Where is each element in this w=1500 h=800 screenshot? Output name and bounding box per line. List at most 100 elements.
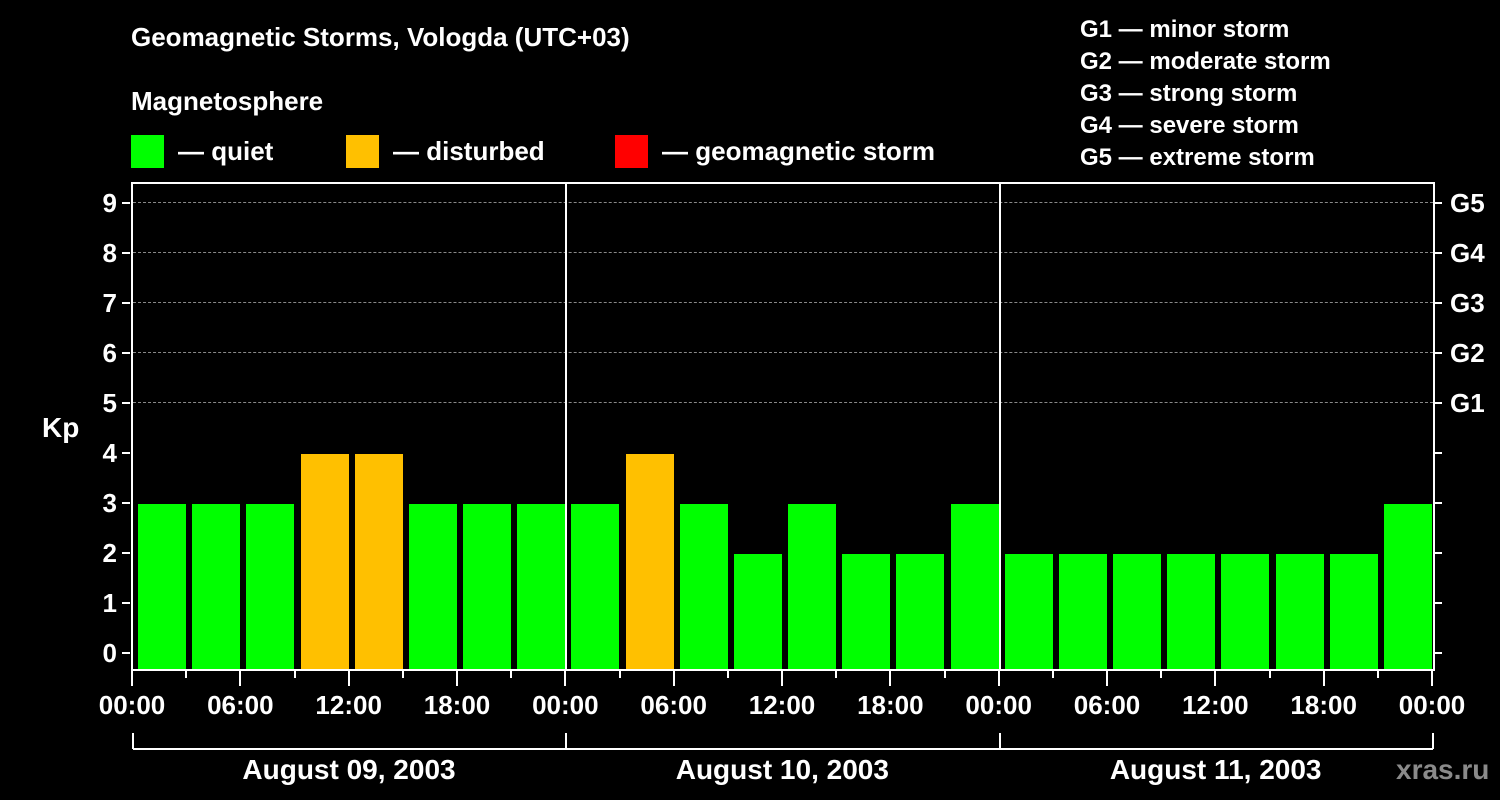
y-tick-label: 0 — [102, 638, 117, 668]
y-tick-right — [1434, 302, 1442, 304]
plot-area — [131, 182, 1435, 671]
g-scale-item: G5 — extreme storm — [1080, 144, 1315, 171]
x-tick — [131, 670, 133, 686]
kp-bar — [1221, 554, 1270, 669]
y-tick — [122, 502, 130, 504]
y-tick — [122, 352, 130, 354]
y-tick-label: 7 — [102, 288, 117, 318]
g-scale-item: G2 — moderate storm — [1080, 48, 1331, 75]
date-bracket-tick — [565, 733, 568, 749]
date-bracket — [133, 748, 1433, 750]
x-tick-label: 12:00 — [315, 690, 382, 720]
y-tick — [122, 652, 130, 654]
x-tick — [185, 670, 188, 678]
legend-label: — geomagnetic storm — [662, 135, 936, 166]
legend-label: — disturbed — [393, 135, 545, 166]
y-tick-right — [1434, 552, 1442, 554]
kp-bar — [896, 554, 945, 669]
y-tick-label: 6 — [102, 338, 117, 368]
x-tick-label: 00:00 — [532, 690, 599, 720]
y-axis-label: Kp — [42, 412, 80, 443]
kp-bar — [1004, 554, 1053, 669]
y-tick-label: 4 — [102, 438, 117, 468]
kp-bar — [1329, 554, 1378, 669]
date-label: August 11, 2003 — [1109, 754, 1322, 785]
x-tick-label: 12:00 — [1182, 690, 1249, 720]
kp-bar — [1058, 554, 1107, 669]
x-tick — [672, 670, 675, 686]
kp-bar — [300, 454, 349, 669]
y-tick-right — [1434, 202, 1442, 204]
x-tick — [456, 670, 458, 686]
g-scale-item: G4 — severe storm — [1080, 112, 1299, 139]
y-tick — [122, 302, 130, 304]
kp-bar — [571, 504, 620, 669]
x-tick — [1160, 670, 1163, 678]
x-tick-label: 00:00 — [1398, 690, 1466, 720]
y-tick-right — [1434, 602, 1442, 604]
x-tick — [1106, 670, 1108, 686]
kp-bar — [625, 454, 674, 669]
date-bracket-tick — [1432, 733, 1434, 749]
y-tick-right — [1434, 652, 1442, 654]
x-tick — [997, 670, 1000, 686]
y-tick — [122, 402, 130, 404]
g-level-label: G1 — [1450, 388, 1485, 418]
gridline — [133, 302, 1433, 303]
kp-bar — [354, 454, 403, 669]
x-tick — [1051, 670, 1054, 678]
x-tick — [1322, 670, 1325, 686]
kp-bar — [788, 504, 836, 669]
gridline — [133, 352, 1433, 353]
kp-bar — [1383, 504, 1432, 669]
x-tick — [889, 670, 892, 686]
g-level-label: G4 — [1450, 238, 1485, 268]
x-tick-label: 12:00 — [748, 690, 816, 720]
date-label: August 10, 2003 — [675, 754, 889, 785]
legend-storm: — geomagnetic storm — [615, 134, 935, 168]
day-separator — [565, 184, 568, 669]
kp-bar — [246, 504, 295, 669]
x-tick-label: 18:00 — [1290, 690, 1357, 720]
quiet-swatch — [131, 134, 164, 168]
x-tick — [1268, 670, 1271, 678]
x-tick — [401, 670, 404, 678]
y-tick-label: 2 — [102, 538, 117, 568]
kp-bar — [1275, 554, 1324, 669]
x-tick — [1431, 670, 1433, 686]
date-bracket-tick — [998, 733, 1001, 749]
y-tick-right — [1434, 352, 1442, 354]
y-tick-right — [1434, 252, 1442, 254]
x-tick — [510, 670, 513, 678]
gridline — [133, 202, 1433, 203]
x-tick-label: 18:00 — [857, 690, 924, 720]
x-tick — [618, 670, 621, 678]
x-tick-label: 18:00 — [423, 690, 491, 720]
x-tick-label: 06:00 — [640, 690, 707, 720]
x-tick-label: 00:00 — [965, 690, 1032, 720]
watermark: xras.ru — [1396, 754, 1490, 785]
kp-bar — [408, 504, 457, 669]
g-scale-item: G1 — minor storm — [1080, 16, 1290, 43]
storm-swatch — [615, 134, 648, 168]
disturbed-swatch — [346, 134, 379, 168]
chart-title: Geomagnetic Storms, Vologda (UTC+03) — [131, 22, 630, 52]
kp-bar — [463, 504, 511, 669]
gridline — [133, 402, 1433, 403]
x-tick — [943, 670, 946, 678]
kp-bar — [679, 504, 728, 669]
legend-quiet: — quiet — [131, 134, 273, 168]
y-tick — [122, 252, 130, 254]
g-scale-item: G3 — strong storm — [1080, 80, 1298, 107]
day-separator — [998, 184, 1001, 669]
kp-bar — [1167, 554, 1216, 669]
g-level-label: G5 — [1450, 188, 1485, 218]
y-tick — [122, 602, 130, 604]
x-tick — [564, 670, 567, 686]
x-tick-label: 06:00 — [207, 690, 274, 720]
y-tick-right — [1434, 502, 1442, 504]
kp-bar — [950, 504, 999, 669]
x-tick — [781, 670, 783, 686]
y-tick-label: 9 — [102, 188, 117, 218]
g-scale-legend: G1 — minor storm G2 — moderate storm G3 … — [1080, 14, 1331, 174]
